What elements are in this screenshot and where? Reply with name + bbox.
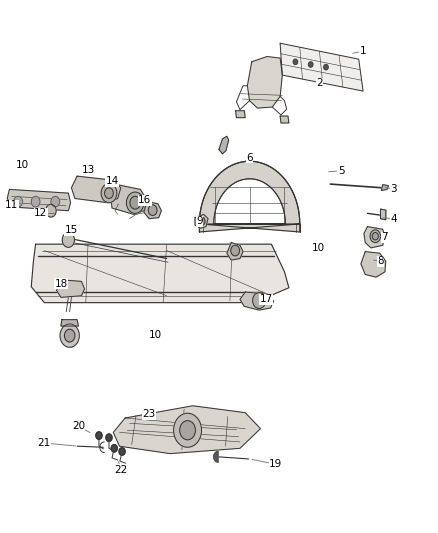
Text: 18: 18 (54, 279, 67, 288)
Polygon shape (236, 111, 245, 118)
Polygon shape (71, 176, 121, 203)
Text: 3: 3 (390, 184, 397, 195)
Circle shape (130, 196, 141, 209)
Circle shape (111, 445, 117, 452)
Text: 23: 23 (142, 409, 156, 419)
Polygon shape (113, 406, 261, 454)
Text: 16: 16 (138, 195, 152, 205)
Circle shape (231, 245, 240, 256)
Polygon shape (61, 320, 78, 326)
Circle shape (62, 232, 74, 247)
Text: 20: 20 (72, 421, 85, 431)
Circle shape (148, 205, 157, 215)
Polygon shape (57, 280, 85, 297)
Circle shape (253, 293, 266, 309)
Text: 2: 2 (316, 78, 323, 88)
Text: 10: 10 (312, 243, 325, 253)
Text: 11: 11 (5, 200, 18, 211)
Polygon shape (31, 244, 289, 303)
Text: 6: 6 (246, 152, 253, 163)
Circle shape (105, 188, 113, 198)
Text: 15: 15 (65, 225, 78, 236)
Text: 10: 10 (149, 329, 162, 340)
Polygon shape (280, 43, 363, 91)
Circle shape (308, 62, 313, 67)
Polygon shape (195, 214, 208, 228)
Circle shape (372, 232, 378, 240)
Text: 22: 22 (114, 465, 127, 474)
Text: 9: 9 (196, 216, 203, 227)
Text: 4: 4 (390, 214, 397, 224)
Circle shape (127, 192, 144, 213)
Polygon shape (227, 243, 243, 260)
Circle shape (60, 324, 79, 348)
Circle shape (96, 432, 102, 439)
Text: 14: 14 (106, 176, 119, 187)
Polygon shape (144, 201, 161, 219)
Polygon shape (240, 292, 274, 310)
Circle shape (64, 329, 75, 342)
Polygon shape (280, 116, 289, 123)
Text: 10: 10 (16, 160, 29, 171)
Text: 12: 12 (34, 208, 47, 219)
Circle shape (101, 183, 117, 203)
Text: 7: 7 (381, 232, 388, 243)
Polygon shape (247, 56, 283, 108)
Circle shape (293, 59, 297, 64)
Circle shape (46, 204, 56, 217)
Circle shape (173, 413, 201, 447)
Circle shape (106, 434, 112, 441)
Circle shape (119, 448, 125, 455)
Circle shape (180, 421, 195, 440)
Polygon shape (364, 227, 385, 248)
Text: 17: 17 (260, 294, 273, 304)
Polygon shape (361, 252, 386, 277)
Text: 21: 21 (37, 438, 50, 448)
Polygon shape (381, 209, 386, 220)
Polygon shape (381, 184, 389, 190)
Text: 13: 13 (81, 165, 95, 175)
Circle shape (31, 196, 40, 207)
Text: 5: 5 (338, 166, 345, 176)
Polygon shape (219, 136, 229, 154)
Text: 1: 1 (360, 46, 367, 56)
Polygon shape (199, 161, 300, 232)
Text: 19: 19 (269, 459, 283, 469)
Circle shape (370, 230, 381, 243)
Text: 8: 8 (377, 256, 384, 266)
Circle shape (14, 196, 22, 207)
Circle shape (51, 196, 60, 207)
Circle shape (198, 217, 205, 225)
Polygon shape (7, 189, 71, 211)
Polygon shape (214, 451, 218, 462)
Circle shape (324, 64, 328, 70)
Polygon shape (111, 184, 147, 214)
